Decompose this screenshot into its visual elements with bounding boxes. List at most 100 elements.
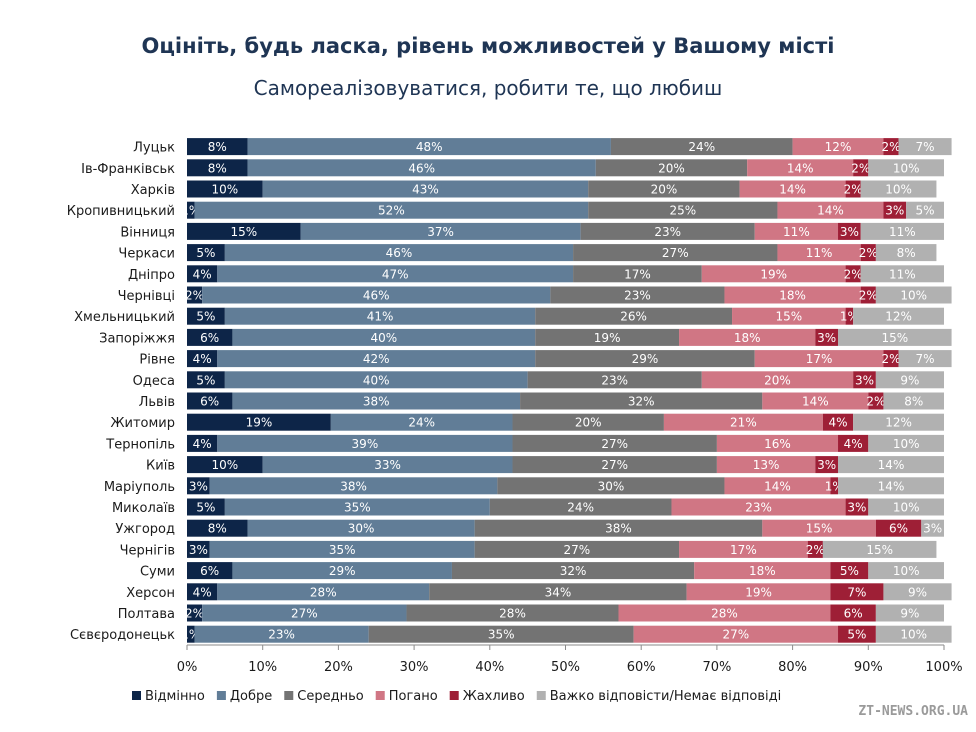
bar-segment	[194, 625, 369, 643]
bar-segment	[330, 413, 513, 431]
x-tick-label: 30%	[400, 660, 429, 675]
bar-segment	[474, 540, 680, 558]
data-label: 11%	[783, 225, 810, 239]
legend-swatch	[132, 691, 141, 700]
data-label: 5%	[847, 628, 866, 642]
bar-segment	[845, 307, 854, 325]
data-label: 6%	[889, 522, 908, 536]
data-label: 52%	[378, 204, 405, 218]
data-label: 5%	[196, 501, 215, 515]
category-label: Тернопіль	[105, 437, 175, 452]
bar-segment	[860, 222, 944, 240]
data-label: 12%	[885, 310, 912, 324]
bar-segment	[732, 307, 846, 325]
data-label: 7%	[916, 352, 935, 366]
bar-segment	[588, 201, 778, 219]
data-label: 20%	[651, 183, 678, 197]
bar-segment	[860, 265, 944, 283]
x-tick-label: 20%	[324, 660, 353, 675]
data-label: 15%	[230, 225, 257, 239]
bar-segment	[187, 328, 233, 346]
category-label: Сєвєродонецьк	[70, 628, 175, 643]
data-label: 14%	[787, 161, 814, 175]
data-label: 39%	[352, 437, 379, 451]
legend-swatch	[284, 691, 294, 700]
data-label: 8%	[904, 395, 923, 409]
bar-segment	[194, 201, 589, 219]
bar-segment	[187, 540, 210, 558]
bar-segment	[883, 392, 944, 410]
category-label: Херсон	[126, 586, 175, 601]
data-label: 33%	[374, 458, 401, 472]
data-label: 24%	[688, 140, 715, 154]
data-label: 29%	[632, 352, 659, 366]
bar-segment	[187, 138, 248, 156]
chart-title: Оцініть, будь ласка, рівень можливостей …	[141, 34, 835, 58]
bar-segment	[694, 562, 831, 580]
bar-segment	[451, 562, 695, 580]
bar-segment	[875, 371, 944, 389]
bar-segment	[883, 201, 907, 219]
bar-segment	[807, 540, 823, 558]
data-label: 32%	[628, 395, 655, 409]
data-label: 15%	[806, 522, 833, 536]
bar-segment	[875, 286, 952, 304]
data-label: 23%	[654, 225, 681, 239]
bar-segment	[187, 562, 233, 580]
bar-segment	[232, 392, 521, 410]
bar-segment	[512, 456, 717, 474]
bar-segment	[573, 265, 702, 283]
data-label: 17%	[730, 543, 757, 557]
bar-segment	[739, 180, 846, 198]
bar-segment	[830, 583, 884, 601]
bar-segment	[830, 477, 839, 495]
bar-segment	[883, 350, 899, 368]
bar-segment	[822, 413, 854, 431]
bar-segment	[187, 604, 203, 622]
data-label: 2%	[881, 352, 900, 366]
x-tick-label: 10%	[248, 660, 277, 675]
bar-segment	[860, 244, 876, 262]
data-label: 10%	[900, 628, 927, 642]
data-label: 19%	[745, 585, 772, 599]
category-label: Ів-Франківськ	[81, 162, 175, 177]
data-label: 47%	[382, 267, 409, 281]
data-label: 17%	[624, 267, 651, 281]
bar-segment	[853, 159, 869, 177]
x-tick-label: 80%	[778, 660, 807, 675]
bar-segment	[701, 265, 846, 283]
data-label: 3%	[855, 373, 874, 387]
data-label: 11%	[889, 267, 916, 281]
data-label: 30%	[348, 522, 375, 536]
legend-label: Жахливо	[463, 689, 525, 704]
bar-segment	[838, 434, 869, 452]
data-label: 28%	[711, 607, 738, 621]
bar-segment	[512, 413, 664, 431]
bar-segment	[845, 180, 861, 198]
bar-segment	[838, 328, 952, 346]
bar-segment	[187, 392, 233, 410]
data-label: 28%	[310, 585, 337, 599]
bar-segment	[527, 371, 702, 389]
bar-segment	[209, 540, 475, 558]
data-label: 7%	[916, 140, 935, 154]
bar-segment	[898, 350, 952, 368]
data-label: 30%	[598, 479, 625, 493]
bar-segment	[497, 477, 725, 495]
legend-label: Важко відповісти/Немає відповіді	[550, 689, 781, 704]
bar-segment	[845, 265, 861, 283]
bar-segment	[754, 222, 839, 240]
data-label: 24%	[408, 416, 435, 430]
bar-segment	[762, 519, 876, 537]
data-label: 29%	[329, 564, 356, 578]
bar-segment	[247, 159, 596, 177]
bar-segment	[701, 371, 854, 389]
data-label: 4%	[193, 437, 212, 451]
category-label: Львів	[139, 395, 175, 410]
category-label: Запоріжжя	[99, 331, 175, 346]
bar-segment	[595, 159, 748, 177]
bar-segment	[875, 604, 944, 622]
bar-segment	[247, 138, 611, 156]
x-tick-label: 90%	[854, 660, 883, 675]
data-label: 2%	[859, 289, 878, 303]
